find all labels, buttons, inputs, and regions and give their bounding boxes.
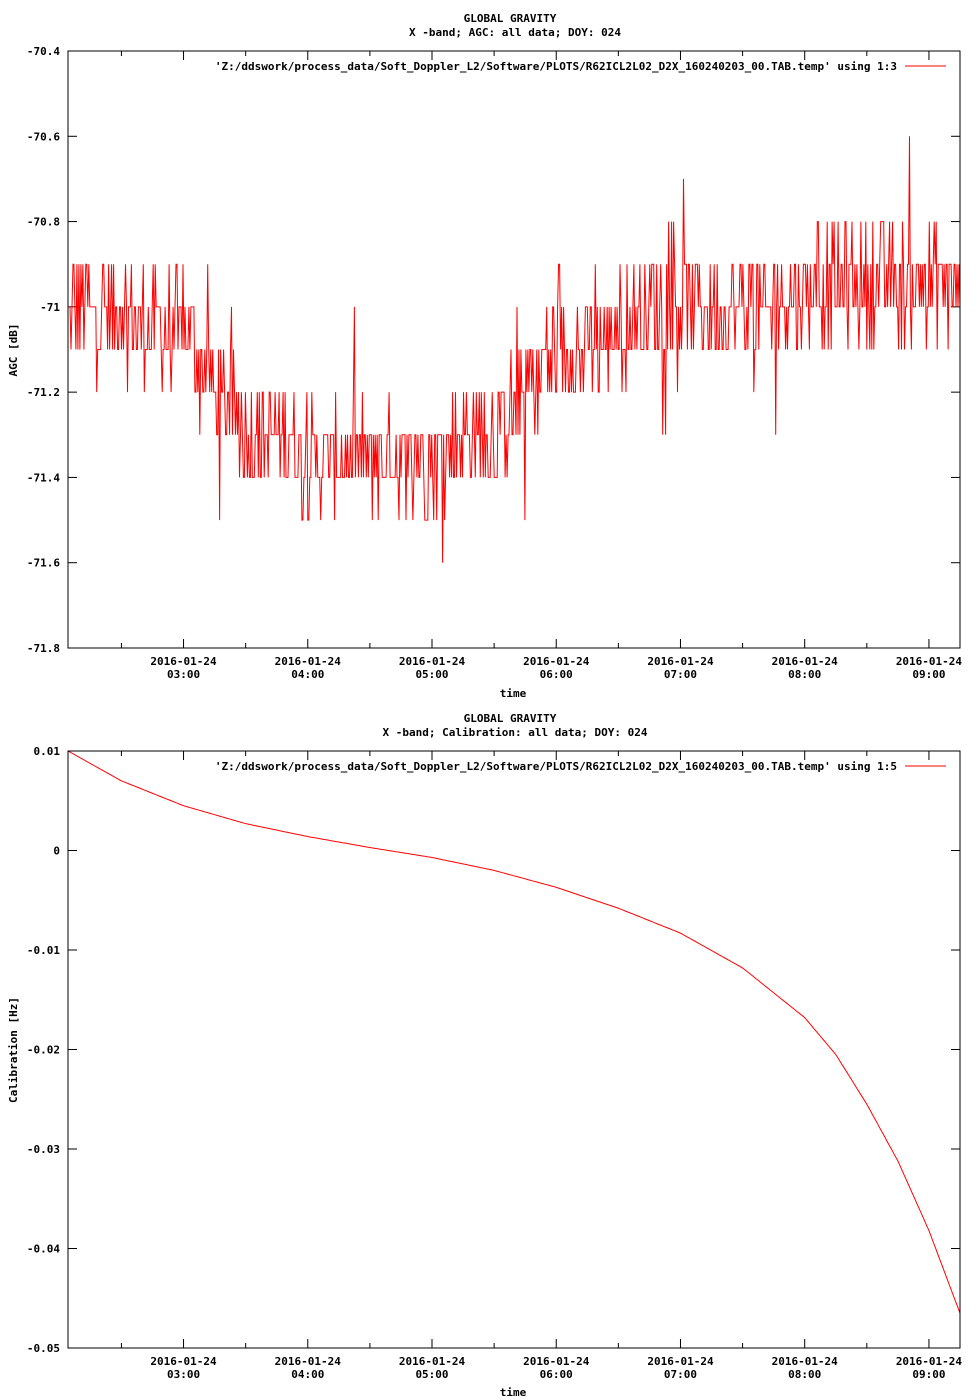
series-line (68, 136, 961, 563)
y-tick-label: -0.03 (27, 1143, 60, 1156)
plot-frame (67, 750, 961, 1349)
x-tick-label-time: 05:00 (415, 668, 448, 681)
x-tick-label-date: 2016-01-24 (772, 1355, 839, 1368)
x-axis-label: time (500, 687, 527, 700)
x-tick-label-date: 2016-01-24 (523, 655, 590, 668)
y-tick-label: -71.4 (27, 471, 60, 484)
x-tick-label-date: 2016-01-24 (896, 1355, 963, 1368)
y-tick-label: -71.8 (27, 642, 60, 655)
chart-subtitle: X -band; Calibration: all data; DOY: 024 (383, 726, 648, 739)
x-axis-label: time (500, 1386, 527, 1399)
x-tick-label-date: 2016-01-24 (523, 1355, 590, 1368)
y-tick-label: -70.8 (27, 216, 60, 229)
x-tick-label-time: 03:00 (167, 1368, 200, 1381)
x-tick-label-date: 2016-01-24 (647, 655, 714, 668)
y-tick-label: -0.01 (27, 944, 60, 957)
x-tick-label-date: 2016-01-24 (896, 655, 963, 668)
x-tick-label-time: 07:00 (664, 668, 697, 681)
y-tick-label: -71 (40, 301, 60, 314)
x-tick-label-time: 04:00 (291, 668, 324, 681)
calibration-chart: GLOBAL GRAVITY X -band; Calibration: all… (7, 712, 962, 1399)
y-tick-label: -71.2 (27, 386, 60, 399)
legend-entry: 'Z:/ddswork/process_data/Soft_Doppler_L2… (215, 760, 897, 773)
chart-title: GLOBAL GRAVITY (464, 12, 557, 25)
x-tick-label-time: 03:00 (167, 668, 200, 681)
y-tick-label: 0 (53, 845, 60, 858)
x-tick-label-time: 08:00 (788, 1368, 821, 1381)
x-tick-label-date: 2016-01-24 (275, 1355, 342, 1368)
x-tick-label-date: 2016-01-24 (150, 655, 217, 668)
x-tick-label-time: 08:00 (788, 668, 821, 681)
plot-frame (67, 50, 961, 649)
y-axis-label: Calibration [Hz] (7, 997, 20, 1103)
x-tick-label-time: 06:00 (540, 1368, 573, 1381)
x-tick-label-time: 09:00 (912, 668, 945, 681)
series-line (67, 750, 961, 1314)
legend-entry: 'Z:/ddswork/process_data/Soft_Doppler_L2… (215, 60, 897, 73)
x-tick-label-date: 2016-01-24 (150, 1355, 217, 1368)
x-tick-label-date: 2016-01-24 (647, 1355, 714, 1368)
agc-chart: GLOBAL GRAVITY X -band; AGC: all data; D… (7, 12, 962, 700)
chart-subtitle: X -band; AGC: all data; DOY: 024 (409, 26, 621, 39)
x-tick-label-time: 09:00 (912, 1368, 945, 1381)
x-tick-label-time: 04:00 (291, 1368, 324, 1381)
y-tick-label: -71.6 (27, 557, 60, 570)
x-tick-label-date: 2016-01-24 (275, 655, 342, 668)
x-tick-label-time: 05:00 (415, 1368, 448, 1381)
y-tick-label: 0.01 (34, 745, 61, 758)
y-tick-label: -70.4 (27, 45, 60, 58)
x-tick-label-time: 06:00 (540, 668, 573, 681)
x-tick-label-date: 2016-01-24 (772, 655, 839, 668)
chart-title: GLOBAL GRAVITY (464, 712, 557, 725)
y-tick-label: -0.05 (27, 1342, 60, 1355)
y-axis-label: AGC [dB] (7, 324, 20, 377)
x-tick-label-date: 2016-01-24 (399, 1355, 466, 1368)
x-tick-label-date: 2016-01-24 (399, 655, 466, 668)
y-tick-label: -0.04 (27, 1243, 60, 1256)
y-tick-label: -0.02 (27, 1044, 60, 1057)
y-tick-label: -70.6 (27, 130, 60, 143)
x-tick-label-time: 07:00 (664, 1368, 697, 1381)
